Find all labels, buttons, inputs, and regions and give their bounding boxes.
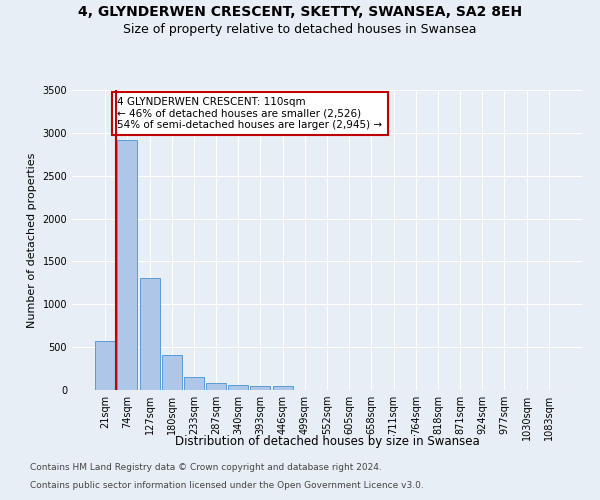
Bar (140, 278, 160, 390)
Bar (206, 383, 226, 390)
Text: Size of property relative to detached houses in Swansea: Size of property relative to detached ho… (123, 22, 477, 36)
Bar (272, 386, 293, 390)
Bar (95, 341, 115, 390)
Text: 4, GLYNDERWEN CRESCENT, SKETTY, SWANSEA, SA2 8EH: 4, GLYNDERWEN CRESCENT, SKETTY, SWANSEA,… (78, 5, 522, 19)
Bar (228, 386, 248, 390)
Text: Distribution of detached houses by size in Swansea: Distribution of detached houses by size … (175, 435, 479, 448)
Bar (184, 376, 204, 390)
Bar (250, 386, 271, 390)
Bar (118, 140, 137, 390)
Y-axis label: Number of detached properties: Number of detached properties (27, 152, 37, 328)
Text: Contains public sector information licensed under the Open Government Licence v3: Contains public sector information licen… (30, 481, 424, 490)
Text: Contains HM Land Registry data © Crown copyright and database right 2024.: Contains HM Land Registry data © Crown c… (30, 464, 382, 472)
Bar (162, 355, 182, 390)
Text: 4 GLYNDERWEN CRESCENT: 110sqm
← 46% of detached houses are smaller (2,526)
54% o: 4 GLYNDERWEN CRESCENT: 110sqm ← 46% of d… (118, 97, 382, 130)
